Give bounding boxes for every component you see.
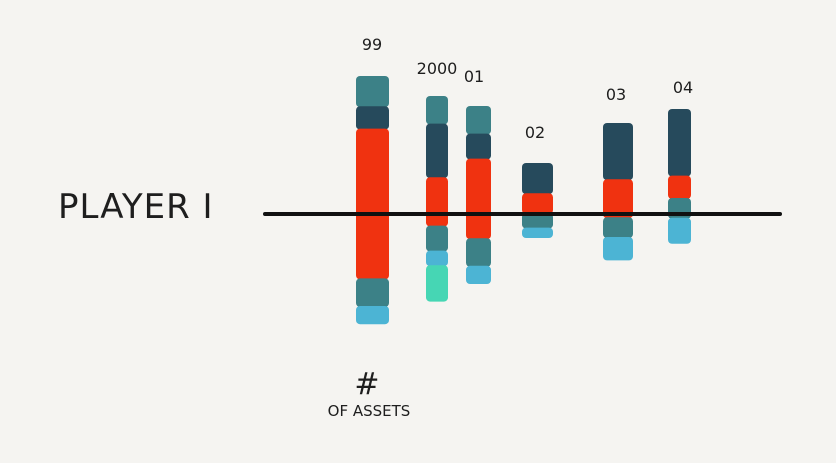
bar-segment-01-teal [466, 106, 491, 135]
bar-segment-01-dark_navy [466, 133, 491, 160]
bar-segment-03-teal [603, 217, 633, 238]
year-label-03: 03 [606, 85, 626, 104]
bar-segment-99-light_blue [356, 306, 389, 325]
bar-segment-2000-dark_navy [426, 123, 448, 179]
bar-segment-99-teal [356, 278, 389, 307]
bar-segment-2000-teal [426, 225, 448, 252]
bar-segment-03-red_orange [603, 179, 633, 219]
year-label-04: 04 [673, 78, 693, 97]
bar-segment-99-red_orange [356, 128, 389, 280]
bar-segment-02-teal [522, 213, 553, 229]
bar-segment-2000-red_orange [426, 177, 448, 227]
year-label-01: 01 [464, 67, 484, 86]
bar-segment-2000-light_blue [426, 250, 448, 267]
player-label: PLAYER I [58, 187, 214, 227]
bar-segment-02-red_orange [522, 193, 553, 214]
bar-segment-01-teal [466, 238, 491, 267]
bar-segment-04-light_blue [668, 217, 691, 244]
bar-segment-2000-teal [426, 96, 448, 125]
count-symbol: # [354, 367, 379, 402]
bar-segment-02-light_blue [522, 227, 553, 238]
bar-group [356, 76, 691, 325]
bar-segment-03-light_blue [603, 237, 633, 261]
bar-segment-02-dark_navy [522, 163, 553, 195]
count-caption: OF ASSETS [328, 402, 411, 420]
bar-segment-04-dark_navy [668, 109, 691, 177]
bar-segment-01-light_blue [466, 265, 491, 284]
bar-segment-99-teal [356, 76, 389, 108]
year-label-99: 99 [362, 35, 382, 54]
year-labels: 99 2000 01 02 03 04 [362, 35, 693, 142]
bar-segment-01-red_orange [466, 158, 491, 240]
year-label-2000: 2000 [417, 59, 458, 78]
bar-segment-03-dark_navy [603, 123, 633, 181]
bar-segment-04-red_orange [668, 175, 691, 199]
year-label-02: 02 [525, 123, 545, 142]
bar-segment-2000-mint [426, 265, 448, 302]
bar-segment-99-dark_navy [356, 106, 389, 130]
